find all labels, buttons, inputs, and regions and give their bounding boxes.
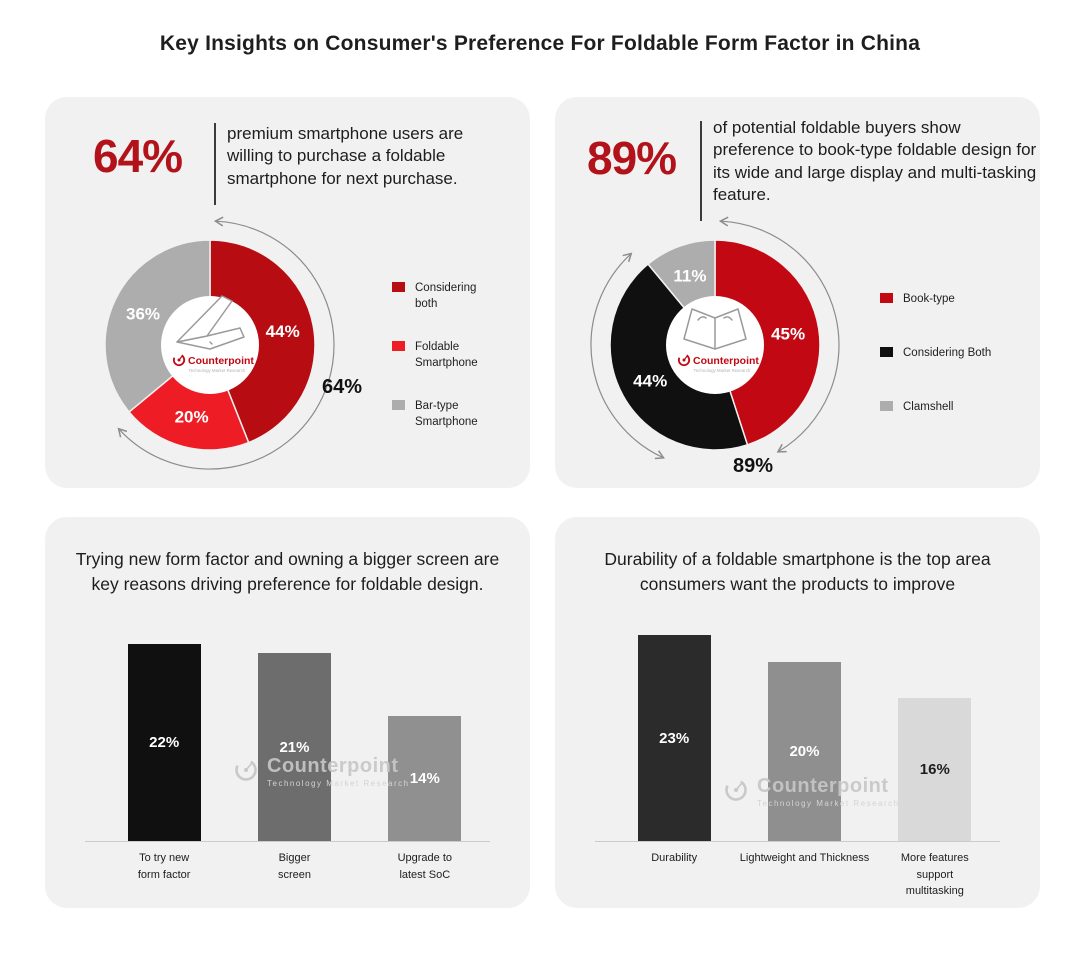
donut-chart-form-factor: 45% 44% 11% Counterpoint Technology Market R…: [565, 195, 865, 495]
book-foldable-sketch: [723, 316, 733, 321]
bar-value-label: 14%: [409, 770, 440, 787]
panel-title: Durability of a foldable smartphone is t…: [604, 549, 991, 594]
flip-phone-sketch: [176, 295, 233, 343]
legend-label: Considering both: [415, 282, 477, 311]
stat-statement: premium smartphone users are willing to …: [227, 124, 464, 188]
legend-item-considering-both: Considering Both: [880, 345, 1033, 361]
donut-chart-purchase-intent: 44% 20% 36% Counterpoint Technology Market R…: [60, 195, 360, 495]
bars-preference-reasons-categories: To try new form factor Bigger screen Upgra…: [85, 850, 490, 883]
legend-item-clamshell: Clamshell: [880, 399, 1033, 415]
stat-statement: of potential foldable buyers show prefer…: [713, 118, 1037, 205]
divider: [214, 123, 216, 205]
watermark-body: Counterpoint Technology Market Research: [267, 755, 410, 788]
panel-purchase-intent: 64% premium smartphone users are willing…: [45, 97, 530, 488]
counterpoint-logo-mark: [172, 353, 186, 367]
annotation-arc: [117, 216, 335, 470]
bars-preference-reasons-plot: 22% 21% 14%: [85, 608, 490, 842]
counterpoint-wordmark: Counterpoint: [693, 355, 759, 367]
legend-swatch: [880, 293, 893, 303]
stat-value-64: 64%: [93, 130, 183, 182]
counterpoint-logo-tick: [178, 354, 184, 361]
panel-form-factor-preference: 89% of potential foldable buyers show pr…: [555, 97, 1040, 488]
annotation-arc: [590, 252, 665, 460]
bar-value-label: 16%: [919, 761, 950, 778]
counterpoint-logo-tick: [683, 354, 689, 361]
watermark-tagline: Technology Market Research: [757, 799, 900, 808]
legend: Book-type Considering Both Clamshell: [880, 291, 1033, 415]
legend-item-foldable-smartphone: Foldable Smartphone: [392, 339, 495, 371]
counterpoint-logo-icon: [725, 779, 747, 801]
stat-value-89: 89%: [587, 132, 677, 184]
watermark-body: Counterpoint Technology Market Research: [757, 775, 900, 808]
slice-value-label: 36%: [126, 305, 160, 324]
legend-swatch: [880, 347, 893, 358]
counterpoint-tagline: Technology Market Research: [694, 368, 751, 373]
bar-value-label: 23%: [659, 729, 690, 747]
legend-swatch: [392, 282, 405, 292]
counterpoint-logo-icon: [235, 759, 257, 781]
legend-label: Foldable Smartphone: [415, 341, 478, 370]
bar-more-features: 16%: [898, 698, 972, 841]
bar-category-label: More features support multitasking: [900, 852, 969, 897]
bar-upgrade-to: 14%: [388, 716, 462, 841]
slice-value-label: 11%: [673, 266, 706, 285]
legend-item-considering-both: Considering both: [392, 280, 495, 312]
bar-column: 23%: [609, 608, 739, 841]
watermark-text: Counterpoint: [267, 755, 399, 777]
legend-item-book-type: Book-type: [880, 291, 1033, 307]
slice-value-label: 44%: [266, 322, 300, 341]
legend-label: Bar-type Smartphone: [415, 400, 478, 429]
bars-improvement-areas-plot: 23% 20% 16%: [595, 608, 1000, 842]
legend-item-bar-type-smartphone: Bar-type Smartphone: [392, 398, 495, 430]
legend-label: Clamshell: [903, 401, 954, 414]
annotation-arc: [718, 216, 840, 453]
bar-category-label: Durability: [651, 852, 698, 864]
bar-value-label: 22%: [149, 734, 180, 751]
bar-value-label: 21%: [279, 738, 310, 756]
watermark-tagline: Technology Market Research: [267, 779, 410, 788]
bar-chart-improvement-areas: 23% 20% 16% Durability Lightweight and Thick…: [555, 517, 1040, 908]
book-foldable-sketch: [697, 316, 707, 321]
legend: Considering both Foldable Smartphone Bar-t…: [392, 280, 495, 431]
bar-category-label: Upgrade to latest SoC: [397, 852, 453, 881]
bar-value-label: 20%: [789, 743, 820, 760]
bar-bigger: 21%: [257, 653, 331, 841]
bar-column: 21%: [229, 608, 359, 841]
flip-phone-sketch: [209, 341, 213, 345]
counterpoint-tagline: Technology Market Research: [189, 368, 246, 373]
bar-column: 16%: [870, 608, 1000, 841]
bar-column: 14%: [360, 608, 490, 841]
legend-label: Book-type: [903, 293, 955, 305]
counterpoint-wordmark: Counterpoint: [188, 355, 254, 367]
slice-value-label: 44%: [633, 372, 667, 391]
slice-value-label: 45%: [771, 324, 805, 343]
divider: [700, 121, 702, 221]
bar-durability: 23%: [637, 635, 711, 841]
panel-improvement-areas: Durability of a foldable smartphone is t…: [555, 517, 1040, 908]
bar-to-try-new: 22%: [127, 644, 201, 841]
bars-improvement-areas-categories: Durability Lightweight and Thickness More …: [595, 850, 1000, 900]
bar-category-label: To try new form factor: [137, 852, 191, 881]
bar-chart-preference-reasons: 22% 21% 14% To try new form factor Bigger sc…: [45, 517, 530, 908]
counterpoint-watermark: Counterpoint Technology Market Research: [723, 775, 900, 808]
slice-value-label: 20%: [175, 408, 209, 427]
bar-column: 22%: [99, 608, 229, 841]
bar-category-label: Bigger screen: [277, 852, 311, 881]
counterpoint-watermark: Counterpoint Technology Market Research: [233, 755, 410, 788]
legend-swatch: [880, 401, 893, 412]
bar-lightweight-and-thickness: 20%: [767, 662, 841, 841]
arc-annotation-label: 64%: [321, 376, 363, 398]
panel-title: Trying new form factor and owning a bigg…: [75, 549, 500, 594]
page-title: Key Insights on Consumer's Preference Fo…: [159, 32, 921, 55]
arc-annotation-label: 89%: [732, 455, 774, 477]
bar-column: 20%: [739, 608, 869, 841]
panel-preference-reasons: Trying new form factor and owning a bigg…: [45, 517, 530, 908]
legend-swatch: [392, 400, 405, 411]
legend-swatch: [392, 341, 405, 352]
watermark-text: Counterpoint: [757, 775, 889, 797]
legend-label: Considering Both: [903, 347, 992, 360]
bar-category-label: Lightweight and Thickness: [739, 852, 870, 864]
